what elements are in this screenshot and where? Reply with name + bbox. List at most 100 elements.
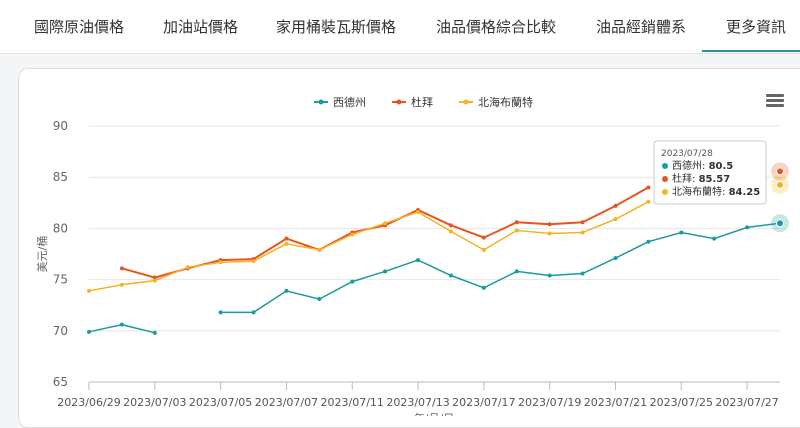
data-point[interactable] <box>185 265 190 270</box>
tooltip-marker <box>662 189 668 195</box>
data-point[interactable] <box>481 285 486 290</box>
x-axis-title: 年/月/日 <box>414 411 454 416</box>
data-point[interactable] <box>613 256 618 261</box>
legend-label: 北海布蘭特 <box>478 95 533 109</box>
tooltip-marker <box>662 163 668 169</box>
y-tick-label: 85 <box>53 170 68 184</box>
data-point[interactable] <box>514 269 519 274</box>
data-point[interactable] <box>613 217 618 222</box>
series-lines <box>87 162 789 335</box>
legend-item-1[interactable]: 杜拜 <box>392 95 433 109</box>
chart-menu-icon[interactable] <box>766 94 784 108</box>
x-tick-label: 2023/07/21 <box>584 396 647 409</box>
data-point[interactable] <box>646 239 651 244</box>
data-point[interactable] <box>284 241 289 246</box>
x-tick-label: 2023/07/11 <box>321 396 384 409</box>
data-point[interactable] <box>152 330 157 335</box>
data-point[interactable] <box>383 221 388 226</box>
data-point[interactable] <box>218 260 223 265</box>
data-point[interactable] <box>416 210 421 215</box>
nav-item-gas-station-prices[interactable]: 加油站價格 <box>163 18 239 36</box>
legend[interactable]: 西德州 杜拜 北海布蘭特 <box>314 95 533 109</box>
data-point[interactable] <box>745 225 750 230</box>
data-point[interactable] <box>776 219 784 228</box>
data-point[interactable] <box>613 203 618 208</box>
data-point[interactable] <box>87 288 91 293</box>
chart-card <box>18 68 800 428</box>
data-point[interactable] <box>580 271 585 276</box>
y-tick-label: 75 <box>53 273 68 287</box>
tooltip-row: 杜拜: 85.57 <box>672 172 730 185</box>
data-point[interactable] <box>317 247 322 252</box>
legend-marker <box>318 99 324 105</box>
top-navigation: 國際原油價格 加油站價格 家用桶裝瓦斯價格 油品價格綜合比較 油品經銷體系 更多… <box>0 0 800 54</box>
data-point[interactable] <box>251 310 256 315</box>
data-point[interactable] <box>218 310 223 315</box>
data-point[interactable] <box>119 282 124 287</box>
data-point[interactable] <box>350 279 355 284</box>
data-point[interactable] <box>547 231 552 236</box>
data-point[interactable] <box>284 288 289 293</box>
data-point[interactable] <box>448 223 453 228</box>
price-line-chart: 657075808590美元/桶年/月/日2023/06/292023/07/0… <box>35 95 789 416</box>
data-point[interactable] <box>646 199 651 204</box>
data-point[interactable] <box>251 259 256 264</box>
x-tick-label: 2023/07/05 <box>189 396 252 409</box>
legend-item-2[interactable]: 北海布蘭特 <box>459 95 533 109</box>
tooltip-date: 2023/07/28 <box>661 149 713 159</box>
data-point[interactable] <box>87 329 91 334</box>
data-point[interactable] <box>646 185 651 190</box>
legend-marker <box>463 99 469 105</box>
data-point[interactable] <box>712 236 717 241</box>
legend-marker <box>396 99 402 105</box>
axes: 657075808590美元/桶年/月/日2023/06/292023/07/0… <box>35 119 780 416</box>
legend-label: 西德州 <box>333 95 366 109</box>
data-point[interactable] <box>284 236 289 241</box>
tooltip-box <box>653 140 767 205</box>
data-point[interactable] <box>152 278 157 283</box>
data-point[interactable] <box>547 222 552 227</box>
data-point[interactable] <box>119 266 124 271</box>
data-point[interactable] <box>481 247 486 252</box>
data-point[interactable] <box>383 269 388 274</box>
data-point[interactable] <box>580 220 585 225</box>
x-tick-label: 2023/07/27 <box>715 396 778 409</box>
nav-item-crude-oil-prices[interactable]: 國際原油價格 <box>34 18 125 36</box>
data-point[interactable] <box>119 322 124 327</box>
tooltip-marker <box>662 176 668 182</box>
nav-item-lpg-prices[interactable]: 家用桶裝瓦斯價格 <box>276 18 397 36</box>
x-tick-label: 2023/07/25 <box>650 396 713 409</box>
data-point[interactable] <box>317 297 322 302</box>
nav-item-more-info[interactable]: 更多資訊 <box>702 0 800 52</box>
data-point[interactable] <box>152 275 157 280</box>
y-tick-label: 70 <box>53 324 68 338</box>
y-tick-label: 65 <box>53 375 68 389</box>
data-point[interactable] <box>481 235 486 240</box>
data-point[interactable] <box>448 273 453 278</box>
nav-item-price-comparison[interactable]: 油品價格綜合比較 <box>436 18 557 36</box>
legend-label: 杜拜 <box>411 95 433 109</box>
data-point[interactable] <box>679 230 684 235</box>
series-2 <box>87 175 789 293</box>
data-point[interactable] <box>580 230 585 235</box>
data-point[interactable] <box>514 220 519 225</box>
series-0 <box>87 214 789 335</box>
data-point[interactable] <box>514 228 519 233</box>
data-point[interactable] <box>448 229 453 234</box>
data-point[interactable] <box>416 258 421 263</box>
series-line <box>88 201 649 292</box>
y-axis-title: 美元/桶 <box>35 236 49 273</box>
series-line <box>220 222 781 314</box>
tooltip-row: 西德州: 80.5 <box>672 159 733 172</box>
data-point[interactable] <box>776 180 784 189</box>
y-tick-label: 90 <box>53 119 68 133</box>
legend-item-0[interactable]: 西德州 <box>314 95 366 109</box>
data-point[interactable] <box>776 167 784 176</box>
data-point[interactable] <box>350 232 355 237</box>
data-point[interactable] <box>547 273 552 278</box>
x-tick-label: 2023/07/03 <box>123 396 186 409</box>
x-tick-label: 2023/07/17 <box>452 396 515 409</box>
nav-item-distribution-system[interactable]: 油品經銷體系 <box>596 18 687 36</box>
x-tick-label: 2023/07/19 <box>518 396 581 409</box>
x-tick-label: 2023/07/07 <box>255 396 318 409</box>
